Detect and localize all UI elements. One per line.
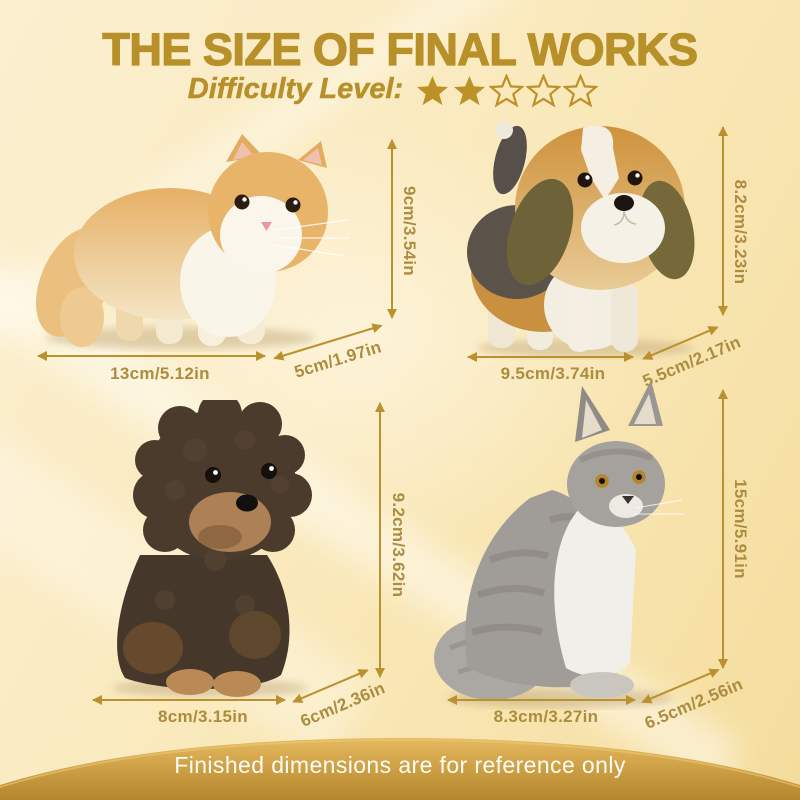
length-arrow — [448, 699, 635, 702]
height-label: 15cm/5.91in — [731, 479, 750, 579]
grey-cat-image — [434, 380, 684, 708]
length-arrow — [468, 356, 633, 359]
length-label: 8cm/3.15in — [158, 707, 248, 726]
poodle-puppy-image — [112, 400, 312, 697]
height-arrow — [722, 127, 725, 315]
star-empty-icon — [489, 74, 525, 108]
star-filled-icon — [454, 76, 486, 106]
star-empty-icon — [563, 74, 599, 108]
height-label: 8.2cm/3.23in — [731, 179, 750, 285]
difficulty-row: Difficulty Level: — [0, 70, 786, 108]
beagle-puppy-image — [467, 121, 695, 357]
page-title: THE SIZE OF FINAL WORKS — [102, 23, 699, 75]
length-label: 13cm/5.12in — [110, 364, 210, 383]
height-label: 9cm/3.54in — [400, 186, 419, 276]
difficulty-stars — [415, 74, 599, 108]
length-label: 9.5cm/3.74in — [500, 364, 606, 383]
orange-cat-image — [35, 134, 350, 349]
length-arrow — [93, 699, 285, 702]
height-label: 9.2cm/3.62in — [389, 492, 408, 598]
height-arrow — [379, 403, 382, 677]
difficulty-label: Difficulty Level: — [187, 72, 404, 105]
height-arrow — [722, 390, 725, 668]
height-arrow — [391, 140, 394, 318]
footer-banner — [0, 738, 800, 800]
star-filled-icon — [417, 76, 449, 106]
length-label: 8.3cm/3.27in — [493, 707, 599, 726]
star-empty-icon — [526, 74, 562, 108]
footer-note: Finished dimensions are for reference on… — [174, 752, 626, 778]
length-arrow — [38, 355, 265, 358]
